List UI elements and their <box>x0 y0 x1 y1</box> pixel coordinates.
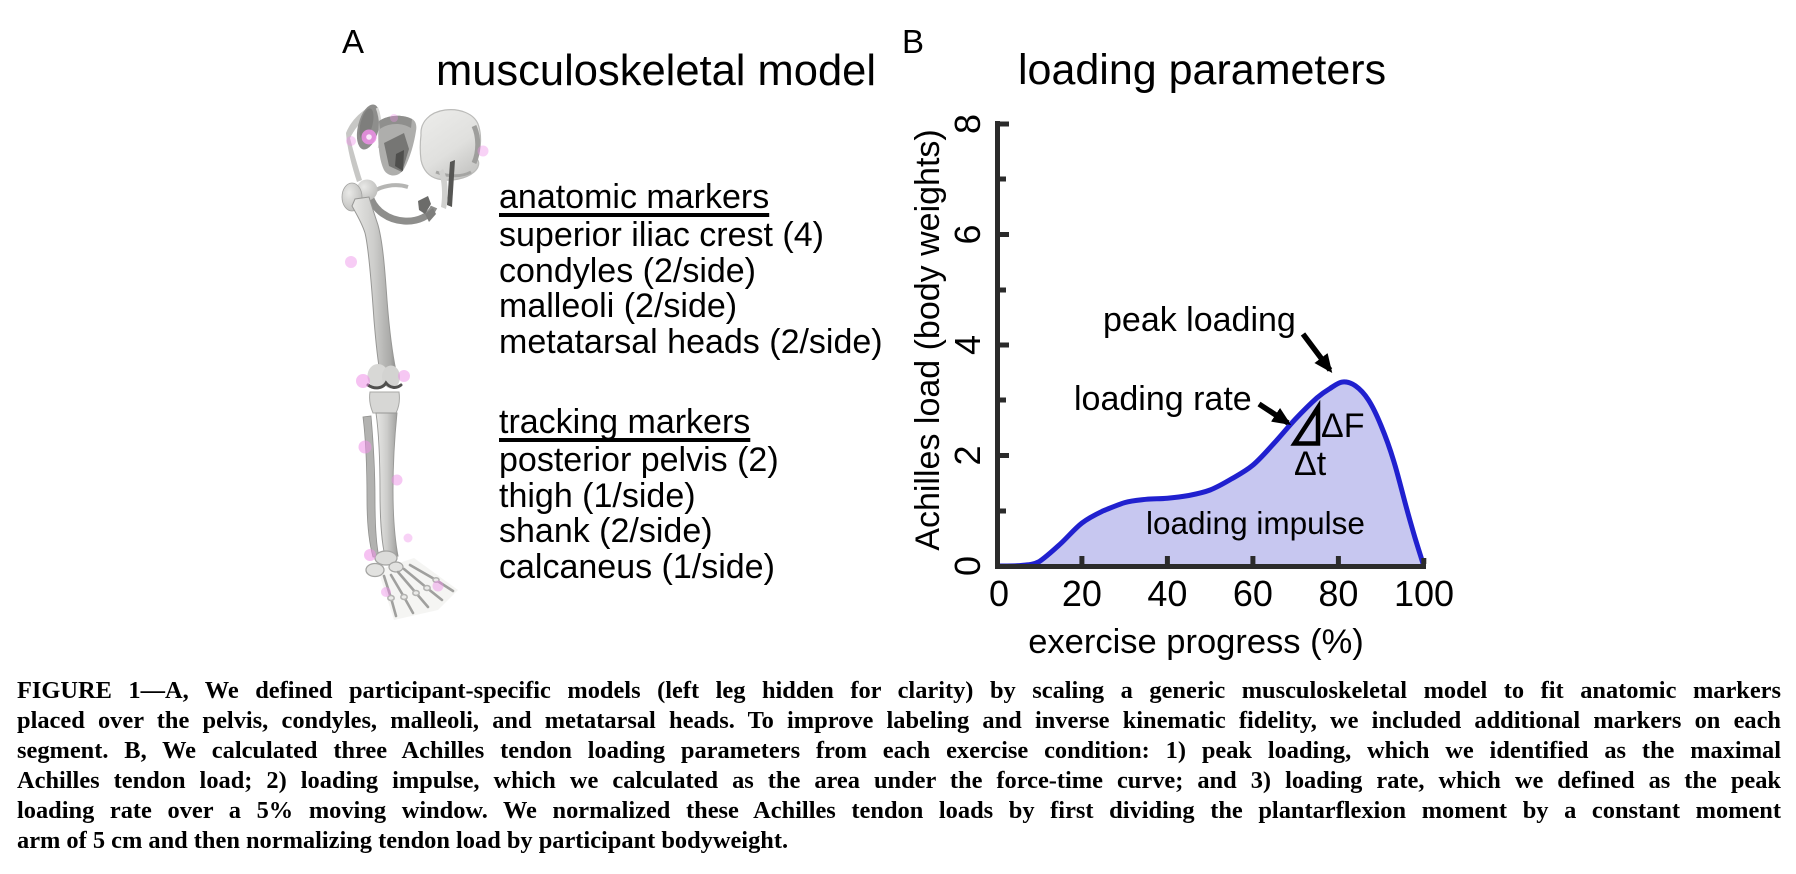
svg-text:80: 80 <box>1318 573 1358 614</box>
svg-text:40: 40 <box>1147 573 1187 614</box>
svg-text:8: 8 <box>947 114 988 134</box>
svg-text:peak loading: peak loading <box>1103 301 1296 339</box>
svg-text:Achilles load (body weights): Achilles load (body weights) <box>909 129 947 550</box>
svg-text:20: 20 <box>1062 573 1102 614</box>
svg-text:Δt: Δt <box>1294 445 1327 483</box>
svg-text:ΔF: ΔF <box>1321 407 1364 445</box>
svg-text:0: 0 <box>947 556 988 576</box>
svg-text:6: 6 <box>947 224 988 244</box>
svg-text:0: 0 <box>989 573 1009 614</box>
svg-text:loading impulse: loading impulse <box>1146 505 1365 541</box>
svg-text:loading rate: loading rate <box>1074 380 1252 418</box>
svg-text:exercise progress (%): exercise progress (%) <box>1028 623 1364 661</box>
svg-text:100: 100 <box>1394 573 1454 614</box>
svg-text:60: 60 <box>1233 573 1273 614</box>
svg-text:4: 4 <box>947 335 988 355</box>
svg-text:2: 2 <box>947 445 988 465</box>
